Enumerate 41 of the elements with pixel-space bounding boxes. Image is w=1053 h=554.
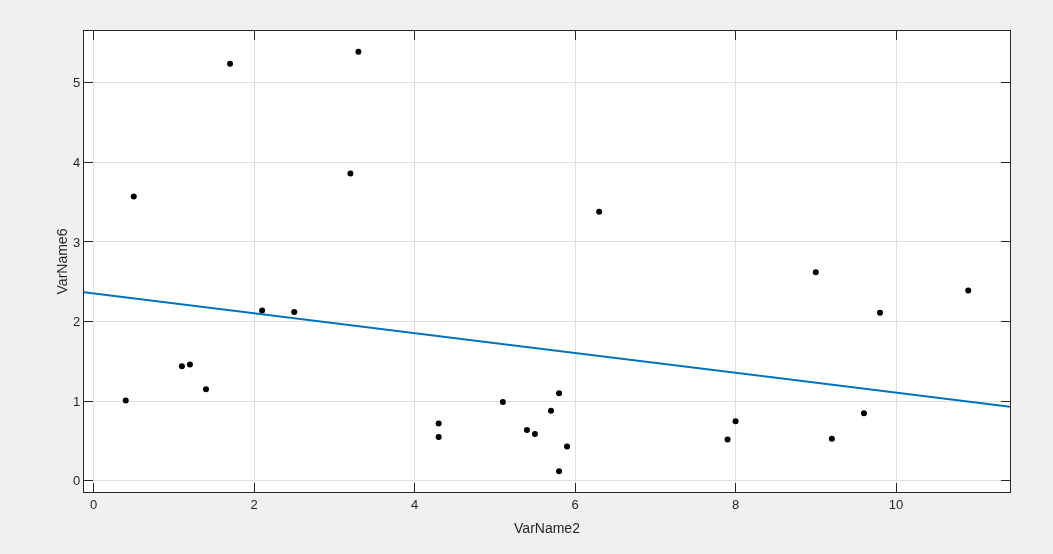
x-tick-label: 2 [250, 496, 258, 512]
point [259, 307, 266, 314]
point [435, 434, 442, 441]
y-tick-label: 5 [73, 75, 81, 91]
point [130, 193, 137, 200]
point [596, 208, 603, 215]
point [186, 361, 193, 368]
point [531, 430, 538, 437]
point [178, 363, 185, 370]
point [556, 390, 563, 397]
x-tick-label: 4 [410, 496, 419, 512]
point [732, 418, 739, 425]
point [965, 287, 972, 294]
point [435, 420, 442, 427]
point [122, 397, 129, 404]
point [812, 269, 819, 276]
y-tick-label: 4 [73, 154, 81, 170]
x-tick-label: 6 [571, 496, 579, 512]
point [860, 410, 867, 417]
x-tick-label: 10 [888, 496, 904, 512]
point [724, 436, 731, 443]
point [202, 386, 209, 393]
point [355, 48, 362, 55]
point [347, 170, 354, 177]
point [564, 443, 571, 450]
y-tick-label: 2 [73, 314, 81, 330]
point [291, 309, 298, 316]
x-tick-label: 0 [90, 496, 98, 512]
y-tick-label: 0 [73, 473, 81, 489]
x-tick-label: 8 [731, 496, 740, 512]
point [877, 309, 884, 316]
y-tick-label: 3 [73, 234, 81, 250]
point [499, 399, 506, 406]
y-axis-title: VarName6 [53, 228, 70, 295]
point [828, 435, 835, 442]
point [227, 60, 234, 67]
x-axis-title: VarName2 [514, 520, 581, 536]
y-tick-label: 1 [73, 393, 81, 409]
point [548, 407, 555, 414]
point [523, 426, 530, 433]
point [556, 468, 563, 475]
